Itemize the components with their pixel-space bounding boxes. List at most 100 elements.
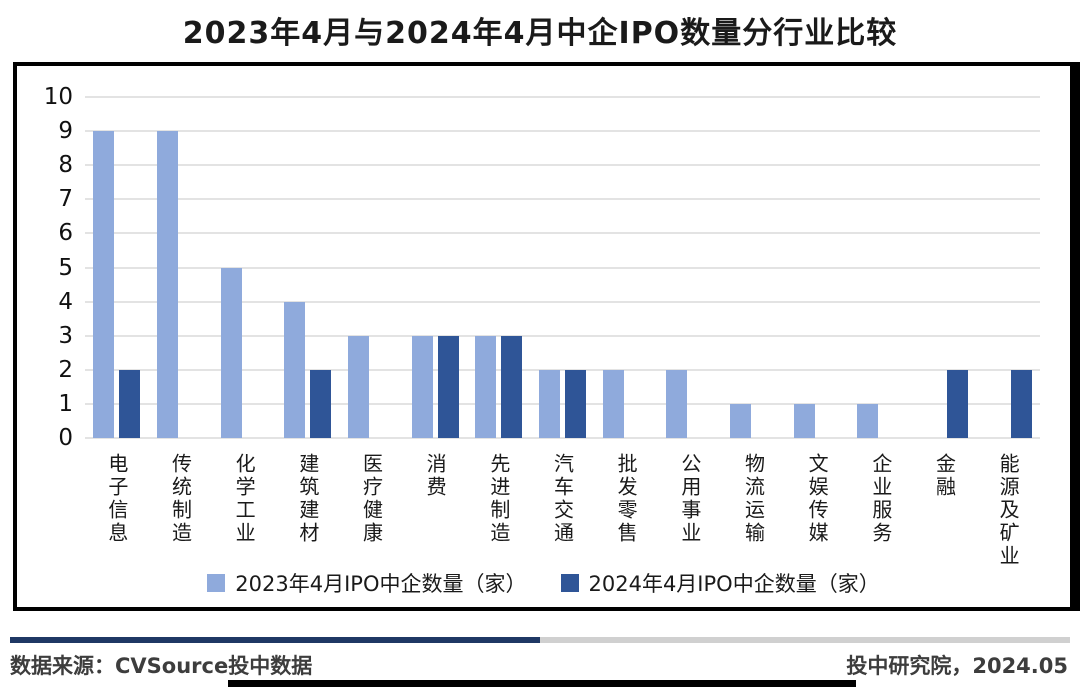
gridline-y10 [85, 96, 1040, 98]
y-axis-tick-label: 5 [58, 254, 73, 281]
bar-group-1 [85, 97, 149, 438]
gridline-y3 [85, 334, 1040, 337]
credit-text: 投中研究院，2024.05 [846, 654, 1068, 678]
bar-group-8 [531, 97, 595, 438]
x-axis-category: 传统制造 [149, 453, 213, 549]
x-axis-category: 先进制造 [467, 453, 531, 549]
plot-area: 0 1 2 3 4 5 6 7 8 9 10 电子信息 传统制造 化学工业 建筑建材 医疗健康 消费 先进制造 汽车… [44, 84, 1040, 568]
category-label: 电子信息 [104, 453, 129, 545]
bar-2023 [475, 335, 497, 438]
chart-title: 2023年4月与2024年4月中企IPO数量分行业比较 [182, 16, 898, 51]
category-label: 金融 [932, 453, 957, 499]
footer-divider [10, 637, 1070, 643]
y-axis-tick-label: 0 [58, 425, 73, 451]
bar-2023 [220, 267, 242, 438]
x-axis-category: 批发零售 [594, 453, 658, 549]
bar-2023 [411, 335, 433, 438]
bar-group-3 [212, 97, 276, 438]
bar-2023 [538, 369, 560, 438]
bar-2023 [284, 301, 306, 438]
y-axis-tick-label: 6 [58, 220, 73, 247]
bar-2023 [857, 403, 879, 438]
bar-2023 [793, 403, 815, 438]
gridline-y0 [85, 437, 1040, 439]
gridline-y2 [85, 368, 1040, 371]
category-label: 汽车交通 [550, 453, 575, 545]
category-label: 消费 [423, 453, 448, 499]
y-axis-tick-label: 9 [58, 118, 73, 145]
x-axis-category: 文娱传媒 [785, 453, 849, 549]
bar-group-11 [722, 97, 786, 438]
bar-group-6 [403, 97, 467, 438]
bar-group-15 [976, 97, 1040, 438]
legend-swatch-icon [560, 574, 579, 592]
data-source-text: 数据来源：CVSource投中数据 [10, 654, 313, 678]
gridline-y9 [85, 130, 1040, 133]
bar-2023 [156, 131, 178, 438]
x-axis-category: 能源及矿业 [976, 453, 1040, 572]
y-axis-tick-label: 7 [58, 186, 73, 213]
gridline-y5 [85, 266, 1040, 269]
x-axis-category: 电子信息 [85, 453, 149, 549]
category-label: 化学工业 [232, 453, 257, 545]
x-axis-category: 医疗健康 [340, 453, 404, 549]
category-label: 批发零售 [614, 453, 639, 545]
bar-group-4 [276, 97, 340, 438]
bar-group-7 [467, 97, 531, 438]
bar-group-13 [849, 97, 913, 438]
chart-frame: 0 1 2 3 4 5 6 7 8 9 10 电子信息 传统制造 化学工业 建筑建材 医疗健康 消费 先进制造 汽车… [13, 62, 1080, 611]
bar-2024 [501, 335, 523, 438]
y-axis-tick-label: 2 [58, 356, 73, 383]
bar-group-14 [913, 97, 977, 438]
category-label: 企业服务 [868, 453, 893, 545]
y-axis-tick-label: 1 [58, 390, 73, 417]
x-axis-category: 消费 [403, 453, 467, 503]
y-axis-tick-label: 8 [58, 152, 73, 179]
legend-item-2023: 2023年4月IPO中企数量（家） [207, 568, 527, 598]
category-label: 先进制造 [486, 453, 511, 545]
category-label: 物流运输 [741, 453, 766, 545]
gridline-y1 [85, 402, 1040, 405]
bar-2024 [1010, 369, 1032, 438]
bottom-bar [228, 680, 856, 687]
x-axis-category: 公用事业 [658, 453, 722, 549]
bar-2023 [347, 335, 369, 438]
bar-2024 [310, 369, 332, 438]
bar-group-5 [340, 97, 404, 438]
bar-2024 [119, 369, 141, 438]
legend-item-2024: 2024年4月IPO中企数量（家） [560, 568, 880, 598]
gridline-y6 [85, 232, 1040, 235]
y-axis-tick-label: 3 [58, 322, 73, 349]
category-label: 建筑建材 [295, 453, 320, 545]
divider-navy-segment [10, 637, 540, 643]
gridline-y7 [85, 198, 1040, 201]
category-label: 公用事业 [677, 453, 702, 545]
legend-swatch-icon [207, 574, 226, 592]
legend-label: 2024年4月IPO中企数量（家） [588, 572, 880, 596]
category-label: 文娱传媒 [805, 453, 830, 545]
x-axis-category: 企业服务 [849, 453, 913, 549]
bar-2023 [666, 369, 688, 438]
bar-group-2 [149, 97, 213, 438]
x-axis-category: 汽车交通 [531, 453, 595, 549]
bar-2023 [602, 369, 624, 438]
x-axis-category: 化学工业 [212, 453, 276, 549]
x-axis-category: 建筑建材 [276, 453, 340, 549]
footer: 数据来源：CVSource投中数据 投中研究院，2024.05 [10, 650, 1068, 680]
legend-label: 2023年4月IPO中企数量（家） [235, 572, 527, 596]
y-axis-tick-label: 4 [58, 288, 73, 315]
category-label: 传统制造 [168, 453, 193, 545]
bar-2023 [93, 131, 115, 438]
bar-2023 [729, 403, 751, 438]
legend: 2023年4月IPO中企数量（家） 2024年4月IPO中企数量（家） [17, 568, 1070, 598]
bar-group-9 [594, 97, 658, 438]
x-axis-category: 金融 [913, 453, 977, 503]
x-axis-category: 物流运输 [722, 453, 786, 549]
y-axis-tick-label: 10 [43, 84, 73, 110]
gridline-y4 [85, 300, 1040, 303]
bar-group-12 [785, 97, 849, 438]
bar-2024 [564, 369, 586, 438]
bar-2024 [437, 335, 459, 438]
divider-gray-segment [540, 637, 1070, 643]
gridline-y8 [85, 164, 1040, 167]
